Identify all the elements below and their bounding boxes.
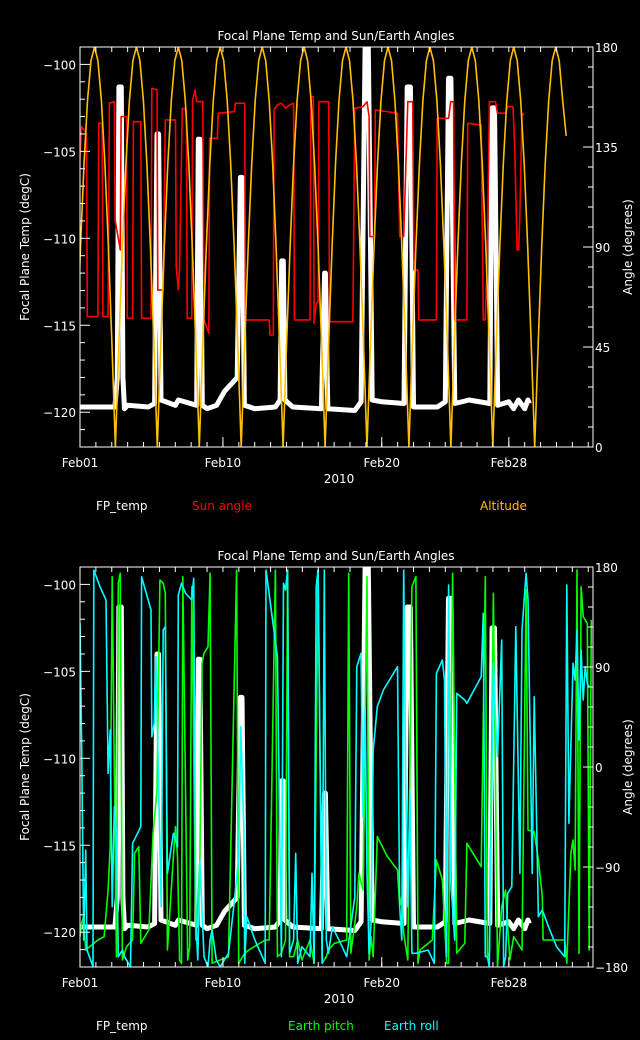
x-tick-label: Feb20 bbox=[364, 976, 401, 990]
x-tick-label: Feb01 bbox=[62, 456, 99, 470]
y2-tick-label: 90 bbox=[595, 661, 610, 675]
x-tick-label: Feb01 bbox=[62, 976, 99, 990]
y-tick-label: −105 bbox=[43, 145, 76, 159]
series-group bbox=[80, 567, 593, 967]
y2-tick-label: 45 bbox=[595, 341, 610, 355]
y-tick-label: −115 bbox=[43, 839, 76, 853]
top-chart-panel: Focal Plane Temp and Sun/Earth Angles Fo… bbox=[18, 29, 635, 513]
series-fp-temp bbox=[80, 47, 532, 413]
y-axis-label-left: Focal Plane Temp (degC) bbox=[18, 693, 32, 841]
series-fp-temp bbox=[80, 567, 532, 933]
chart-title: Focal Plane Temp and Sun/Earth Angles bbox=[217, 549, 454, 563]
legend-fp-temp: FP_temp bbox=[96, 499, 148, 513]
x-axis-label: 2010 bbox=[324, 992, 355, 1006]
series-group bbox=[80, 47, 567, 447]
y-axis-label-right: Angle (degrees) bbox=[621, 719, 635, 815]
y-tick-label: −100 bbox=[43, 578, 76, 592]
y2-tick-label: 180 bbox=[595, 561, 618, 575]
y-axis-label-right: Angle (degrees) bbox=[621, 199, 635, 295]
series-altitude bbox=[80, 47, 567, 447]
bottom-chart-panel: Focal Plane Temp and Sun/Earth Angles Fo… bbox=[18, 549, 635, 1033]
y2-tick-label: 90 bbox=[595, 241, 610, 255]
y2-tick-label: 0 bbox=[595, 761, 603, 775]
legend-earth-roll: Earth roll bbox=[384, 1019, 439, 1033]
series-earth-roll bbox=[80, 569, 590, 967]
legend-fp-temp: FP_temp bbox=[96, 1019, 148, 1033]
x-tick-label: Feb20 bbox=[364, 456, 401, 470]
legend-altitude: Altitude bbox=[480, 499, 527, 513]
chart-title: Focal Plane Temp and Sun/Earth Angles bbox=[217, 29, 454, 43]
x-axis-label: 2010 bbox=[324, 472, 355, 486]
y-tick-label: −120 bbox=[43, 406, 76, 420]
x-tick-label: Feb28 bbox=[491, 456, 528, 470]
series-sun-angle bbox=[80, 87, 525, 336]
x-tick-label: Feb28 bbox=[491, 976, 528, 990]
y-tick-label: −115 bbox=[43, 319, 76, 333]
y2-tick-label: −90 bbox=[595, 861, 620, 875]
y-tick-label: −120 bbox=[43, 926, 76, 940]
y2-tick-label: 135 bbox=[595, 141, 618, 155]
y2-tick-label: 0 bbox=[595, 441, 603, 455]
y-axis-label-left: Focal Plane Temp (degC) bbox=[18, 173, 32, 321]
legend-sun-angle: Sun angle bbox=[192, 499, 252, 513]
legend-earth-pitch: Earth pitch bbox=[288, 1019, 354, 1033]
y2-tick-label: 180 bbox=[595, 41, 618, 55]
y2-tick-label: −180 bbox=[595, 961, 628, 975]
x-tick-label: Feb10 bbox=[205, 976, 242, 990]
y-tick-label: −105 bbox=[43, 665, 76, 679]
y-tick-label: −110 bbox=[43, 232, 76, 246]
y-tick-label: −110 bbox=[43, 752, 76, 766]
x-tick-label: Feb10 bbox=[205, 456, 242, 470]
y-tick-label: −100 bbox=[43, 58, 76, 72]
